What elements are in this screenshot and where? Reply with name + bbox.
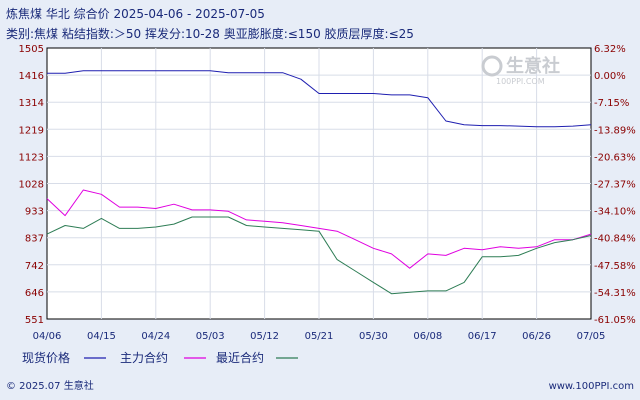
x-tick-label: 04/15 [87,331,116,342]
y-right-tick-label: 6.32% [594,44,626,55]
y-left-tick-label: 837 [25,234,44,245]
y-left-tick-label: 1123 [19,152,44,163]
legend: 现货价格 主力合约 最近合约 [22,350,298,365]
x-tick-label: 04/24 [141,331,170,342]
chart-subtitle: 类别:焦煤 粘结指数:＞50 挥发分:10-28 奥亚膨胀度:≤150 胶质层厚… [6,26,414,41]
y-axis-right: 6.32% 0.00% -7.15% -13.89% -20.63% -27.37% -34… [594,44,636,326]
y-right-tick-label: -61.05% [594,315,636,326]
x-axis: 04/06 04/15 04/24 05/03 05/12 05/21 05/30 06/08… [33,331,606,342]
y-left-tick-label: 1028 [19,180,44,191]
y-right-tick-label: -20.63% [594,152,636,163]
y-left-tick-label: 742 [25,261,44,272]
watermark-logo-icon [481,55,503,77]
watermark: 生意社 100PPI.COM [481,55,560,86]
x-tick-label: 05/21 [305,331,334,342]
x-tick-label: 07/05 [577,331,606,342]
series-line-main [46,189,592,269]
watermark-logo-text: 生意社 [506,55,560,77]
watermark-url: 100PPI.COM [496,77,545,86]
y-left-tick-label: 1219 [19,125,44,136]
chart-title: 炼焦煤 华北 综合价 2025-04-06 - 2025-07-05 [6,6,265,21]
x-tick-label: 06/08 [413,331,442,342]
y-left-tick-label: 646 [25,288,44,299]
y-right-tick-label: -40.84% [594,234,636,245]
x-tick-label: 05/30 [359,331,388,342]
x-tick-label: 05/03 [196,331,225,342]
x-tick-label: 06/17 [468,331,497,342]
x-tick-label: 04/06 [33,331,62,342]
y-right-tick-label: -27.37% [594,180,636,191]
y-right-tick-label: 0.00% [594,71,626,82]
y-right-tick-label: -13.89% [594,125,636,136]
series-line-recent [46,216,592,295]
legend-label-main: 主力合约 [120,350,168,365]
x-tick-label: 06/26 [522,331,551,342]
footer-url: www.100PPI.com [549,381,634,392]
y-right-tick-label: -47.58% [594,261,636,272]
y-left-tick-label: 1416 [19,71,44,82]
series-line-spot [47,70,592,128]
legend-label-recent: 最近合约 [216,350,264,365]
y-left-tick-label: 933 [25,207,44,218]
legend-label-spot: 现货价格 [22,350,70,365]
y-axis-left: 1505 1416 1314 1219 1123 1028 933 837 742 646 551 [19,44,44,326]
x-tick-label: 05/12 [250,331,279,342]
y-left-tick-label: 1505 [19,44,44,55]
y-right-tick-label: -7.15% [594,98,629,109]
y-left-tick-label: 1314 [19,98,44,109]
series-lines [46,70,592,295]
y-left-tick-label: 551 [25,315,44,326]
footer-copyright: © 2025.07 生意社 [6,379,94,392]
y-right-tick-label: -34.10% [594,207,636,218]
y-right-tick-label: -54.31% [594,288,636,299]
